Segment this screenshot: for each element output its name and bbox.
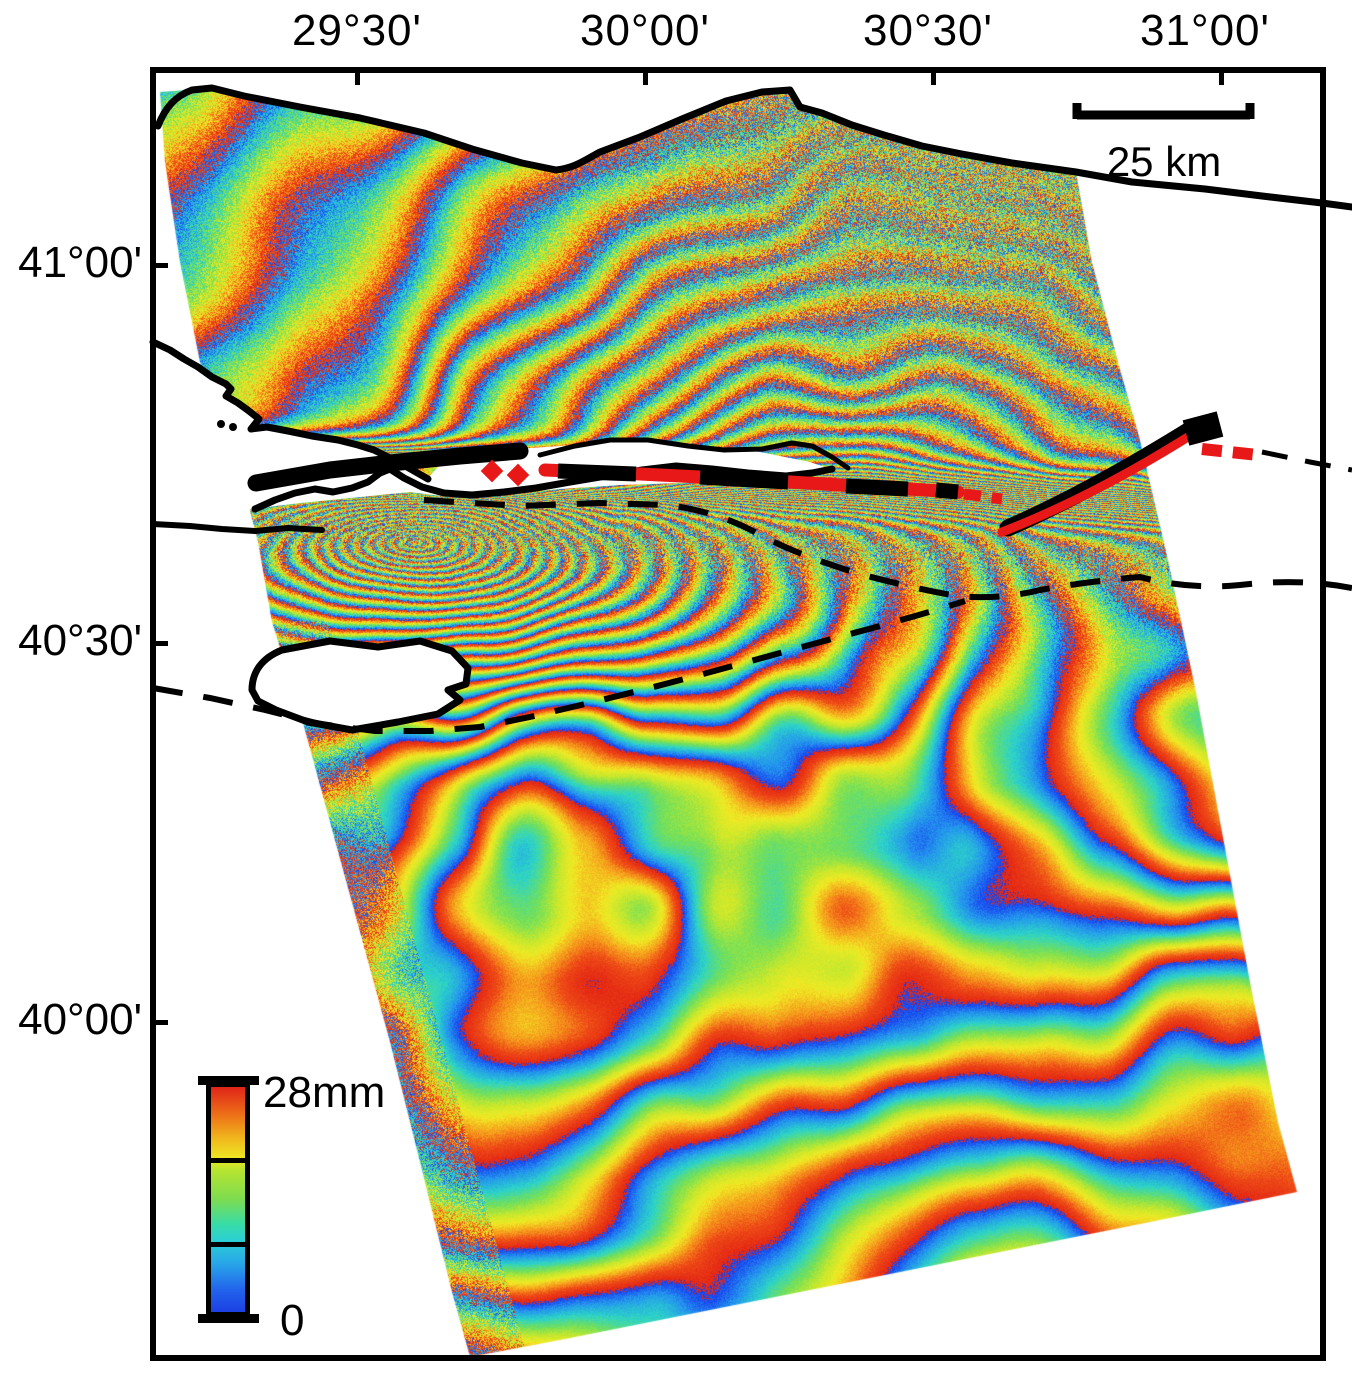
dashed-fault-right-extension (1261, 449, 1352, 473)
surface-rupture-black-dash (557, 463, 959, 500)
gulf-south-coastline (251, 462, 836, 513)
longitude-tick-label: 30°30' (863, 6, 993, 55)
left-tick (153, 641, 168, 646)
longitude-tick-label: 30°00' (580, 6, 710, 55)
southwest-coastline (150, 521, 325, 534)
colorbar-divider (206, 1158, 250, 1163)
scale-bar-label: 25 km (1106, 138, 1222, 185)
colorbar-max-label: 28mm (263, 1068, 386, 1117)
dashed-fault-iznik-strand (152, 598, 966, 734)
left-tick (153, 263, 168, 268)
plot-frame (150, 67, 1326, 1361)
surface-rupture-tip-block (1182, 411, 1224, 446)
colorbar (206, 1082, 250, 1317)
surface-rupture-red-northeast (997, 432, 1193, 537)
black-sea-coastline (154, 84, 1352, 211)
top-tick (931, 71, 936, 85)
top-tick (355, 71, 360, 85)
left-tick (153, 1020, 168, 1025)
longitude-tick-label: 29°30' (292, 6, 422, 55)
scale-bar (1072, 103, 1255, 120)
latitude-tick-label: 40°00' (18, 995, 142, 1044)
latitude-tick-label: 40°30' (18, 616, 142, 665)
longitude-tick-label: 31°00' (1140, 6, 1270, 55)
surface-rupture-red-dash-gap (963, 488, 1003, 505)
colorbar-divider (206, 1242, 250, 1247)
latitude-tick-label: 41°00' (18, 238, 142, 287)
colorbar-top-cap (198, 1076, 259, 1085)
surface-rupture-thick-black-west (247, 442, 529, 492)
gulf-north-coastline (537, 437, 851, 471)
top-tick (643, 71, 648, 85)
surface-rupture-red-dash-east (1201, 443, 1259, 461)
top-tick (1219, 71, 1224, 85)
colorbar-bottom-cap (198, 1314, 259, 1323)
island-dot (229, 423, 237, 431)
marmara-north-coastline (149, 338, 432, 483)
island-dot (217, 420, 225, 428)
colorbar-min-label: 0 (280, 1296, 305, 1345)
dashed-fault-north-strand (423, 497, 1352, 601)
